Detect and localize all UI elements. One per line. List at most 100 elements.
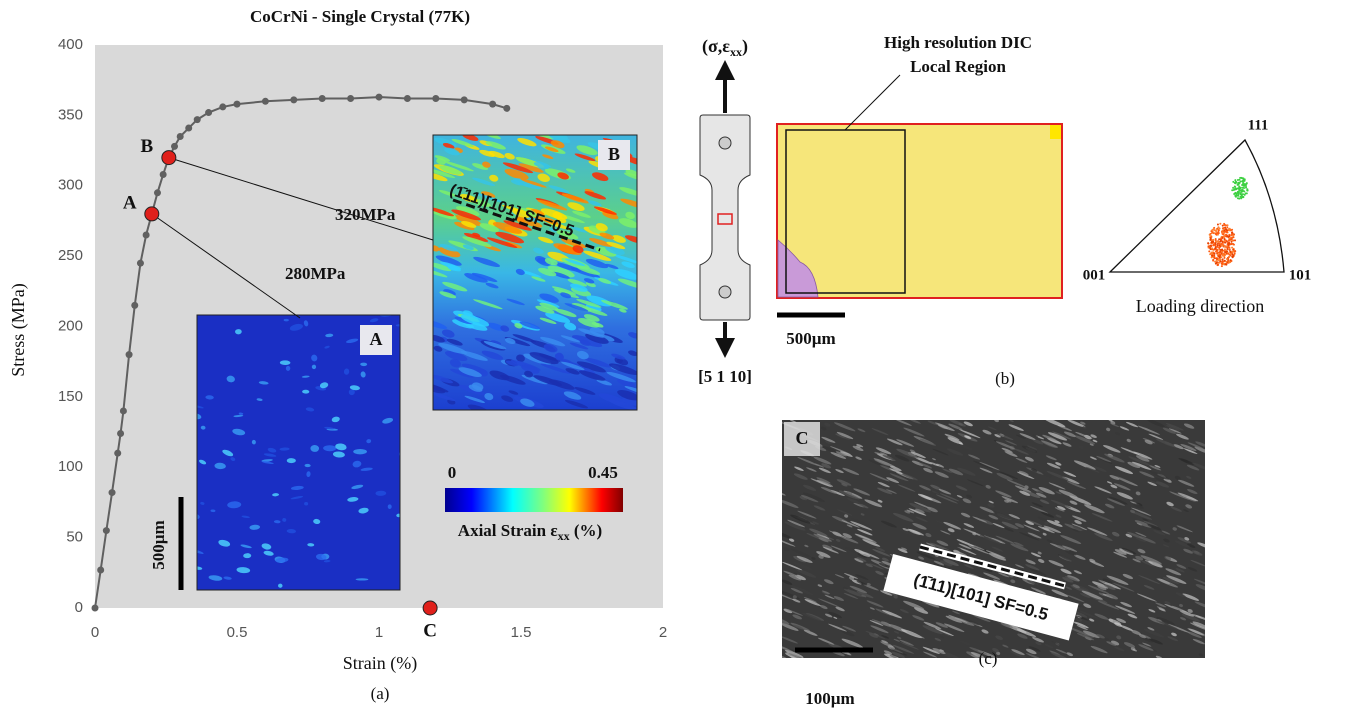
strain-streak [449,359,461,368]
sem-texture [796,569,817,578]
strain-spot [200,425,206,430]
ipf-point [1209,246,1212,249]
sem-texture [1168,624,1191,634]
sem-texture [1010,579,1016,584]
sem-texture [985,484,991,489]
sem-texture [995,441,1016,450]
sem-texture [871,428,889,436]
sem-texture [1135,555,1144,561]
strain-streak [461,363,487,374]
ipf-point [1223,256,1226,259]
sem-texture [1009,420,1014,423]
data-point [503,104,511,112]
strain-spot [23,472,37,482]
strain-streak [585,282,596,288]
sem-texture [922,646,940,654]
ipf-point [1238,185,1241,188]
strain-spot [349,385,360,391]
sem-texture [1144,439,1153,445]
data-point [136,259,144,267]
sem-texture [894,454,910,462]
sem-texture [1021,445,1038,453]
data-point [347,94,355,102]
strain-streak [529,352,559,365]
ipf-point [1222,231,1225,234]
sem-texture [1166,425,1181,432]
strain-spot [238,412,244,415]
sem-texture [846,491,853,495]
sem-texture [792,624,804,630]
sem-texture [795,574,806,581]
inset-label: A [370,329,383,349]
strain-streak [618,218,637,228]
strain-spot [54,643,61,649]
strain-streak [543,343,558,353]
sem-texture [1186,464,1200,471]
sem-texture [1016,471,1035,480]
sem-texture [1165,568,1182,576]
sem-texture [802,492,825,502]
ipf-point [1238,181,1241,184]
colorbar [445,488,623,512]
strain-streak [433,245,440,252]
data-point [375,93,383,101]
sem-texture [816,477,831,484]
sem-texture [1119,625,1134,631]
sem-texture [1069,500,1078,505]
sem-texture [783,570,799,578]
sem-texture [963,523,975,528]
sem-texture [1072,525,1084,531]
sem-texture [1127,613,1138,619]
strain-spot [236,567,251,574]
sem-texture [839,535,859,544]
y-tick-label: 150 [58,388,83,405]
ipf-point [1230,234,1233,237]
sem-texture [1023,490,1041,499]
sem-texture [1171,632,1177,637]
sem-texture [835,451,847,457]
sem-texture [1195,615,1205,622]
sem-texture [856,443,864,448]
strain-streak [505,360,519,367]
sem-texture [788,538,795,542]
ipf-point [1217,263,1220,266]
sem-texture [917,493,933,501]
strain-spot [307,543,315,547]
ipf-point [1207,242,1210,245]
strain-spot [197,404,204,409]
curve [94,96,508,609]
sem-texture [904,510,911,514]
sem-texture [948,468,964,476]
strain-streak [438,190,458,197]
sem-texture [782,591,795,601]
ipf-point [1230,240,1233,243]
strain-streak [564,303,589,312]
sem-texture [897,484,916,492]
strain-spot [31,416,43,426]
data-point [114,449,122,457]
strain-streak [622,397,637,406]
sem-texture [987,503,995,508]
ipf-point [1223,259,1226,262]
strain-streak [540,208,568,220]
ipf-point [1231,239,1234,242]
strain-spot [16,651,23,659]
sem-texture [1187,489,1198,495]
sem-texture [1198,653,1203,657]
strain-spot [63,594,73,603]
strain-streak [589,238,613,247]
x-tick-label: 2 [659,624,667,641]
sem-texture [1031,470,1038,475]
sem-texture [797,510,817,519]
sem-texture [822,544,833,550]
sem-texture [840,629,855,637]
sem-texture [1062,442,1072,447]
sem-texture [979,467,993,474]
sem-texture [855,456,862,460]
sem-texture [967,545,991,555]
strain-streak [588,225,606,235]
sem-texture [860,513,865,516]
ipf-point [1245,192,1248,195]
